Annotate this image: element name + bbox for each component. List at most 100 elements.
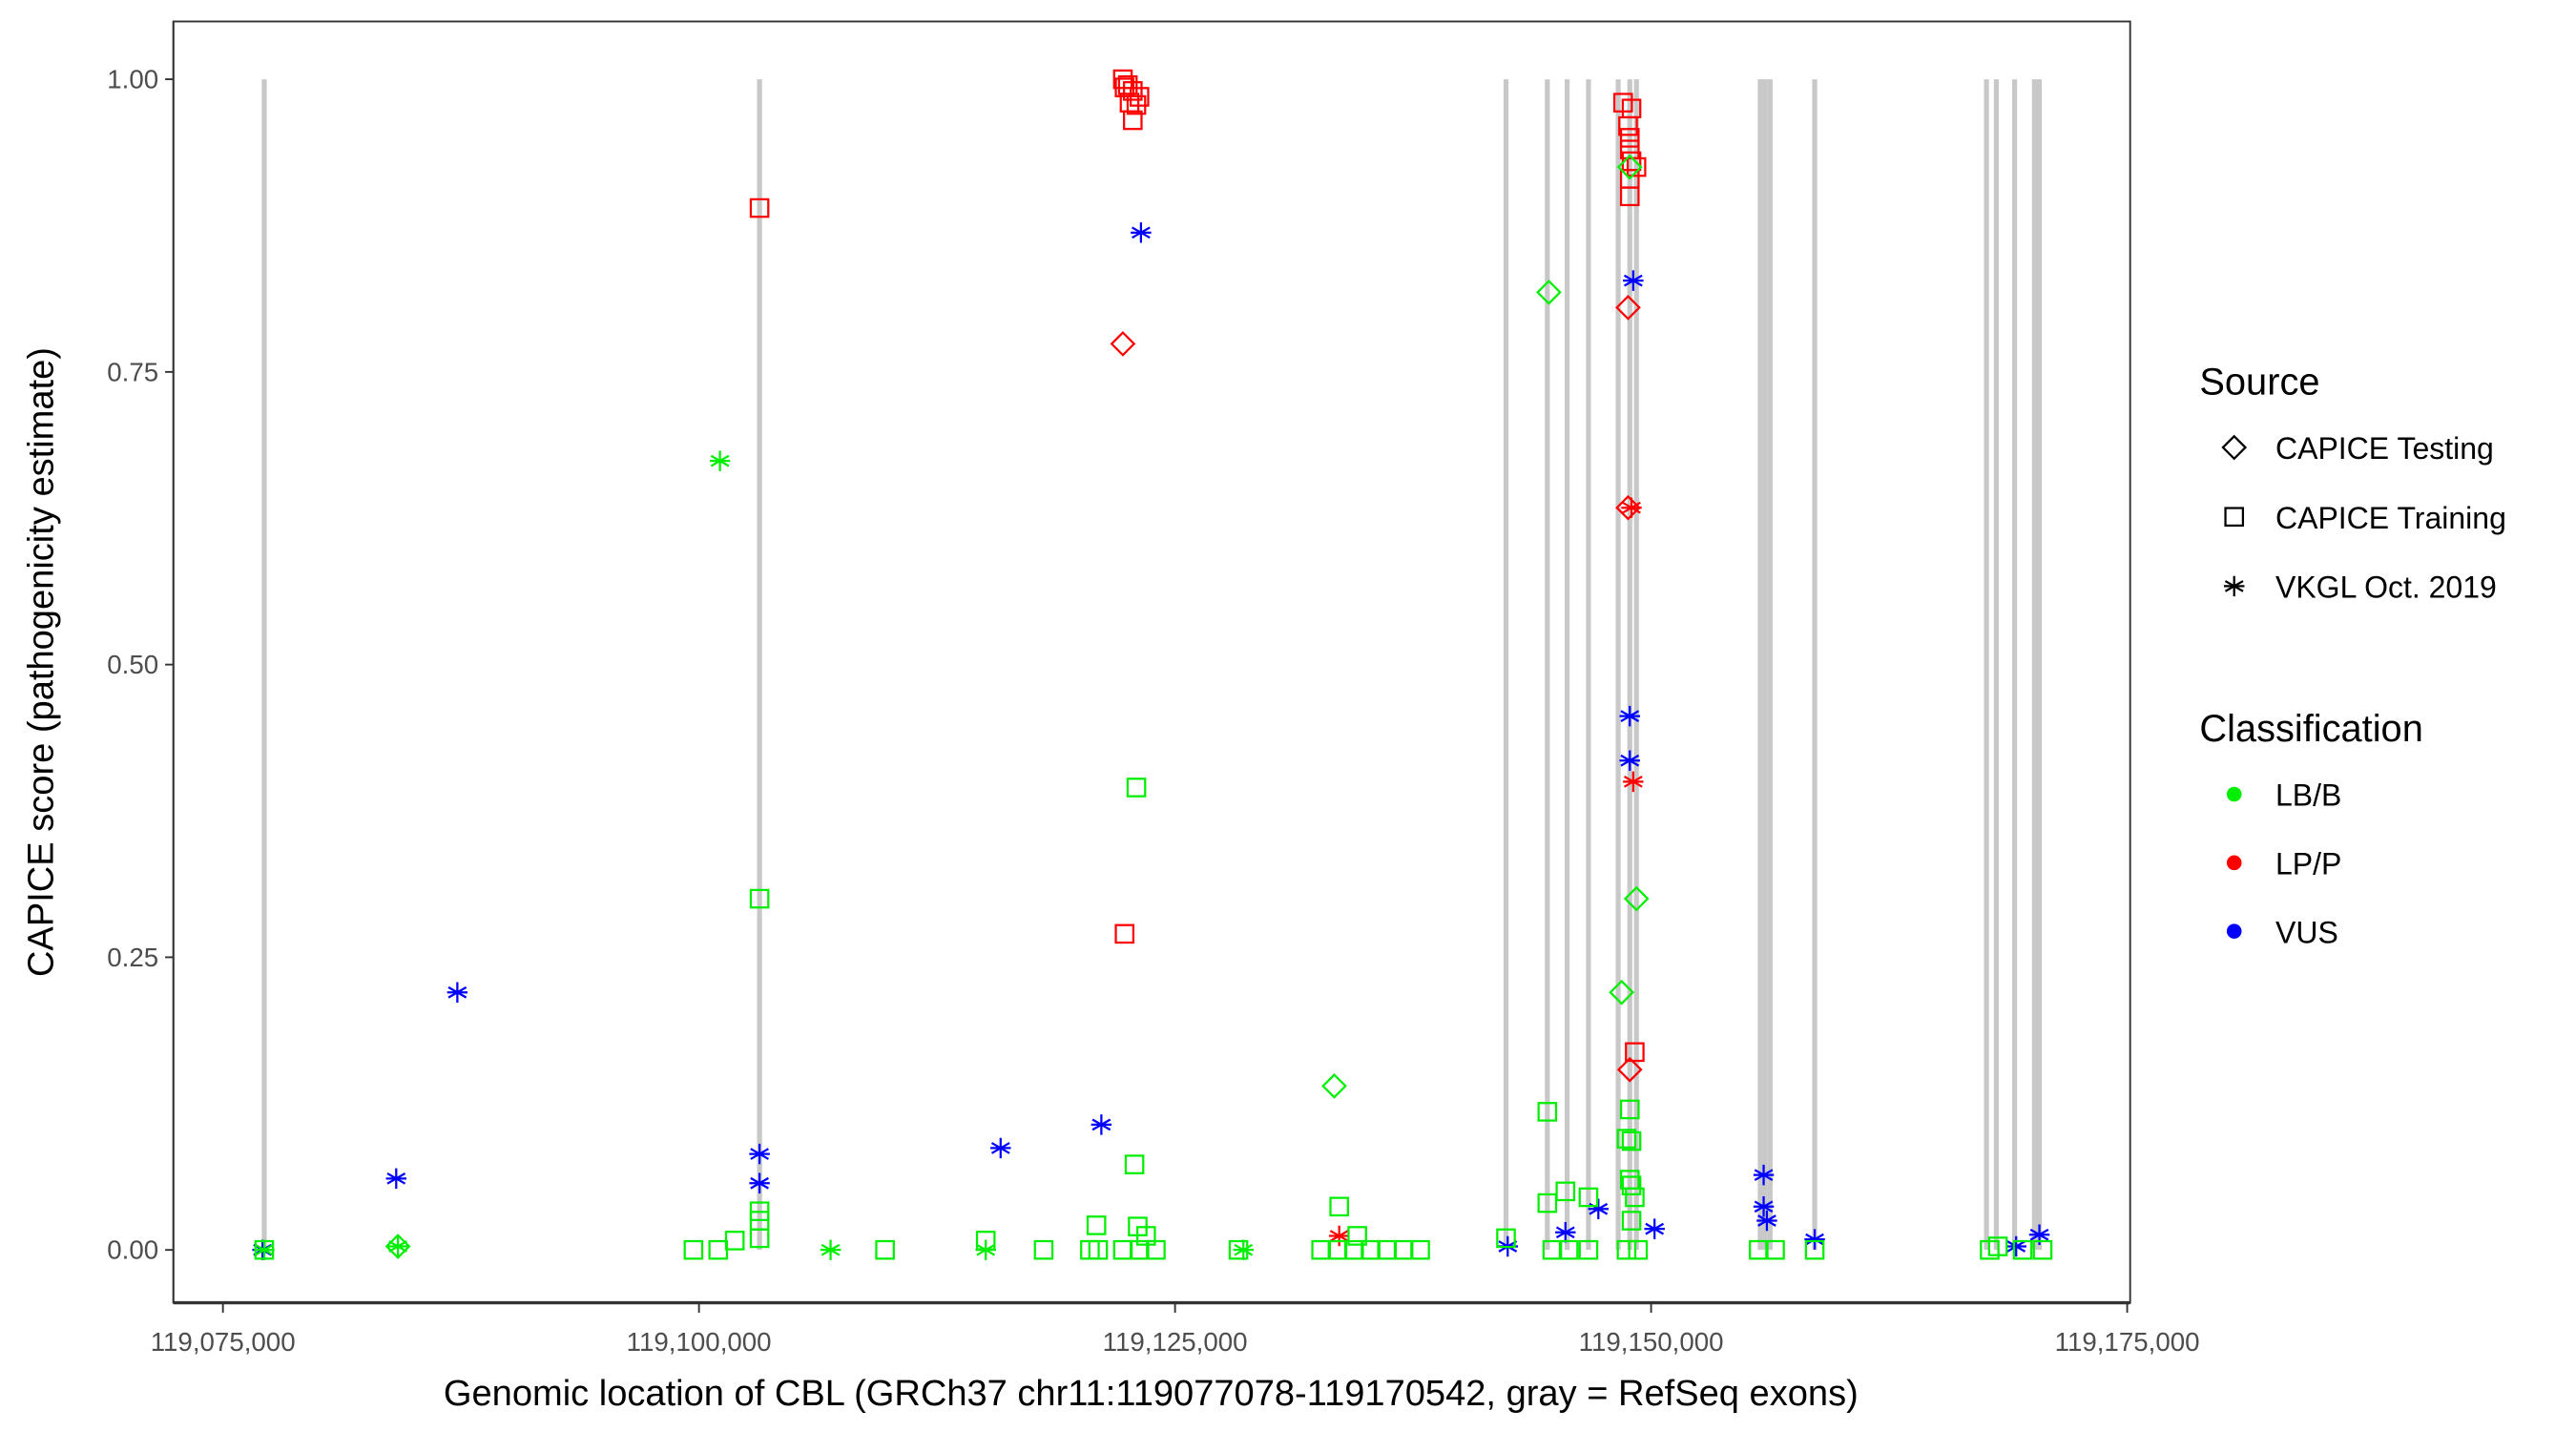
y-tick-label: 0.50 bbox=[107, 650, 158, 679]
data-point-diamond bbox=[1609, 979, 1635, 1006]
data-point-square bbox=[1347, 1226, 1367, 1246]
data-point-square bbox=[749, 888, 770, 909]
data-point-asterisk bbox=[1233, 1239, 1255, 1260]
data-point-diamond bbox=[1615, 494, 1641, 521]
data-point-square bbox=[1619, 1099, 1640, 1120]
data-point-diamond bbox=[1616, 154, 1643, 180]
data-point-asterisk bbox=[1753, 1196, 1775, 1217]
y-tick-label: 0.25 bbox=[107, 943, 158, 972]
legend-class-label: LP/P bbox=[2275, 846, 2341, 881]
data-point-asterisk bbox=[1623, 771, 1644, 793]
data-point-asterisk bbox=[1753, 1164, 1775, 1186]
data-point-square bbox=[1987, 1236, 2008, 1256]
data-point-asterisk bbox=[2028, 1224, 2050, 1245]
data-point-square bbox=[1542, 1239, 1563, 1260]
data-point-square bbox=[1621, 1175, 1642, 1195]
data-point-asterisk bbox=[749, 1143, 770, 1165]
data-point-square bbox=[1114, 923, 1135, 944]
data-point-square bbox=[1626, 156, 1647, 177]
data-point-square bbox=[1625, 1042, 1645, 1063]
data-point-asterisk bbox=[1328, 1225, 1350, 1247]
legend-classification-title: Classification bbox=[2199, 708, 2422, 750]
data-point-square bbox=[875, 1239, 895, 1260]
data-point-square bbox=[1628, 1239, 1649, 1260]
data-point-square bbox=[1088, 1239, 1109, 1260]
data-point-asterisk bbox=[1623, 270, 1644, 291]
data-point-square bbox=[1619, 128, 1640, 148]
data-point-asterisk bbox=[1555, 1222, 1576, 1243]
data-point-asterisk bbox=[990, 1137, 1011, 1159]
data-point-square bbox=[1124, 1154, 1145, 1174]
legend-color-dot-icon bbox=[2226, 923, 2242, 939]
legend: Source CAPICE Testing CAPICE Training VKGL… bbox=[2199, 362, 2505, 950]
data-point-square bbox=[2032, 1239, 2053, 1260]
y-axis: 0.00 0.25 0.50 0.75 1.00 bbox=[107, 21, 175, 1303]
data-point-square bbox=[1558, 1239, 1579, 1260]
data-point-square bbox=[975, 1231, 996, 1251]
data-point-asterisk bbox=[1588, 1198, 1610, 1219]
data-point-square bbox=[1616, 1129, 1637, 1149]
data-point-diamond bbox=[1110, 331, 1136, 357]
data-point-asterisk bbox=[1804, 1229, 1825, 1250]
data-point-asterisk bbox=[820, 1239, 841, 1260]
x-tick-label: 119,125,000 bbox=[1103, 1327, 1248, 1357]
data-point-diamond bbox=[384, 1234, 411, 1259]
data-point-square bbox=[1129, 1239, 1150, 1260]
data-point-square bbox=[1804, 1239, 1825, 1260]
data-point-square bbox=[1621, 1211, 1642, 1231]
data-point-square bbox=[2012, 1239, 2033, 1260]
x-tick-label: 119,075,000 bbox=[151, 1327, 296, 1357]
data-point-square bbox=[1621, 1130, 1642, 1151]
data-point-square bbox=[1033, 1239, 1054, 1260]
data-point-square bbox=[1311, 1239, 1332, 1260]
data-point-square bbox=[1578, 1239, 1599, 1260]
exon-lines bbox=[261, 79, 2043, 1251]
legend-class-label: VUS bbox=[2275, 915, 2338, 949]
data-point-asterisk bbox=[2005, 1235, 2026, 1257]
x-tick-label: 119,150,000 bbox=[1579, 1327, 1724, 1357]
data-point-asterisk bbox=[387, 1235, 408, 1257]
data-point-square bbox=[1578, 1187, 1599, 1208]
legend-asterisk-icon bbox=[2223, 575, 2245, 597]
data-point-diamond bbox=[1536, 280, 1562, 305]
data-points bbox=[252, 69, 2053, 1260]
data-point-asterisk bbox=[385, 1168, 407, 1190]
data-point-square bbox=[1618, 115, 1638, 136]
data-point-square bbox=[1749, 1239, 1769, 1260]
data-point-asterisk bbox=[1756, 1210, 1777, 1232]
data-point-asterisk bbox=[447, 982, 468, 1003]
data-point-square bbox=[1619, 186, 1640, 207]
data-point-square bbox=[749, 1228, 770, 1249]
data-point-square bbox=[1625, 1187, 1645, 1208]
legend-color-dot-icon bbox=[2226, 855, 2242, 871]
data-point-diamond bbox=[1616, 1056, 1643, 1083]
data-point-square bbox=[1114, 77, 1135, 97]
y-tick-label: 0.75 bbox=[107, 357, 158, 386]
y-tick-label: 1.00 bbox=[107, 65, 158, 94]
data-point-asterisk bbox=[709, 450, 731, 471]
data-point-square bbox=[1329, 1196, 1349, 1217]
data-point-square bbox=[683, 1239, 704, 1260]
data-point-asterisk bbox=[254, 1239, 275, 1260]
data-point-square bbox=[1086, 1215, 1107, 1235]
data-point-square bbox=[1126, 94, 1147, 115]
x-axis: 119,075,000 119,100,000 119,125,000 119,150… bbox=[151, 1300, 2200, 1357]
data-point-square bbox=[1123, 110, 1143, 131]
legend-source-label: VKGL Oct. 2019 bbox=[2275, 570, 2497, 605]
data-point-square bbox=[1361, 1239, 1381, 1260]
data-point-diamond bbox=[1623, 885, 1650, 912]
legend-source-title: Source bbox=[2199, 362, 2319, 404]
data-point-asterisk bbox=[1091, 1114, 1112, 1135]
data-point-square bbox=[1228, 1239, 1249, 1260]
data-point-square bbox=[724, 1231, 745, 1251]
x-tick-label: 119,175,000 bbox=[2055, 1327, 2200, 1357]
data-point-square bbox=[1410, 1239, 1430, 1260]
data-point-diamond bbox=[1321, 1073, 1347, 1099]
data-point-square bbox=[1537, 1192, 1558, 1213]
data-point-square bbox=[1126, 778, 1147, 798]
data-point-asterisk bbox=[1619, 705, 1640, 727]
plot-panel-background bbox=[173, 21, 2130, 1303]
data-point-asterisk bbox=[1619, 750, 1640, 771]
x-axis-title: Genomic location of CBL (GRCh37 chr11:11… bbox=[444, 1374, 1859, 1414]
